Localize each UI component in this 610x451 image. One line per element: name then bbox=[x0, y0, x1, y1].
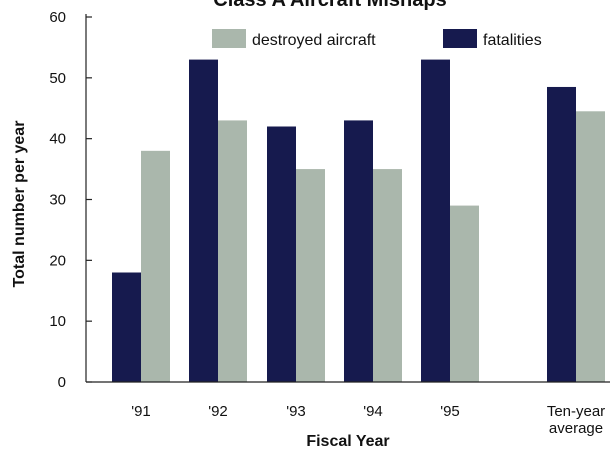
legend-swatch-destroyed-aircraft bbox=[212, 29, 246, 48]
bar-destroyed-aircraft-4 bbox=[450, 205, 479, 382]
bar-destroyed-aircraft-3 bbox=[373, 169, 402, 382]
bar-destroyed-aircraft-2 bbox=[296, 169, 325, 382]
x-tick-label-4: '95 bbox=[440, 403, 460, 420]
x-axis-title: Fiscal Year bbox=[306, 433, 389, 450]
x-tick-label-3: '94 bbox=[363, 403, 383, 420]
y-tick-label-40: 40 bbox=[49, 131, 66, 148]
x-tick-label-2: '93 bbox=[286, 403, 306, 420]
bar-destroyed-aircraft-1 bbox=[218, 120, 247, 383]
y-tick-label-0: 0 bbox=[58, 374, 66, 391]
bars-group bbox=[112, 59, 605, 383]
bar-destroyed-aircraft-0 bbox=[141, 150, 170, 382]
y-tick-label-10: 10 bbox=[49, 313, 66, 330]
bar-destroyed-aircraft-5 bbox=[576, 111, 605, 383]
legend-label-destroyed-aircraft: destroyed aircraft bbox=[252, 32, 376, 49]
y-tick-label-50: 50 bbox=[49, 70, 66, 87]
bar-fatalities-0 bbox=[112, 272, 141, 382]
bar-fatalities-4 bbox=[421, 59, 450, 382]
x-tick-label-5: Ten-year average bbox=[547, 403, 605, 437]
bar-fatalities-1 bbox=[189, 59, 218, 382]
y-tick-label-20: 20 bbox=[49, 252, 66, 269]
bar-fatalities-5 bbox=[547, 86, 576, 382]
bar-fatalities-3 bbox=[344, 120, 373, 383]
axes-group: 0 10 20 30 40 50 60 '91 '92 '93 '94 '95 Ten-year aver… bbox=[49, 9, 610, 437]
legend: destroyed aircraft fatalities bbox=[212, 29, 542, 49]
legend-swatch-fatalities bbox=[443, 29, 477, 48]
x-tick-label-1: '92 bbox=[208, 403, 228, 420]
y-tick-label-60: 60 bbox=[49, 9, 66, 26]
chart-title: Class A Aircraft Mishaps bbox=[213, 0, 446, 11]
legend-label-fatalities: fatalities bbox=[483, 32, 542, 49]
bar-fatalities-2 bbox=[267, 126, 296, 382]
y-axis-title: Total number per year bbox=[11, 121, 28, 288]
x-tick-label-0: '91 bbox=[131, 403, 151, 420]
y-tick-label-30: 30 bbox=[49, 192, 66, 209]
